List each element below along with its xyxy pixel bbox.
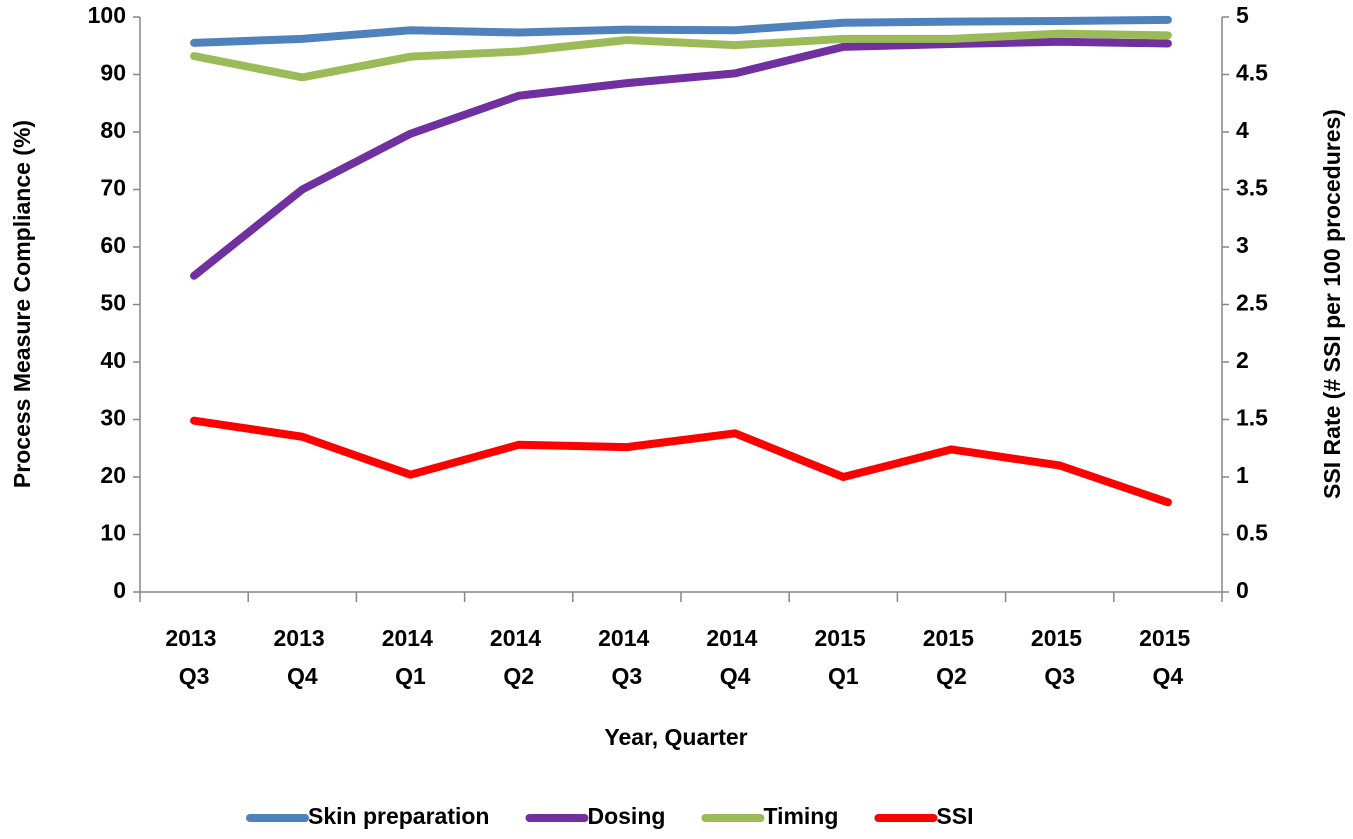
- x-tick-label: 2014 Q3: [598, 625, 656, 689]
- series-line: [190, 15, 1172, 47]
- y-tick-label: 10: [100, 520, 126, 546]
- x-tick-label: 2014 Q2: [490, 625, 548, 689]
- x-tick-label: 2015 Q1: [815, 625, 873, 689]
- y2-tick-label: 0.5: [1236, 520, 1268, 546]
- y-tick-label: 70: [100, 175, 126, 201]
- legend-label: Skin preparation: [308, 803, 489, 829]
- y-tick-label: 50: [100, 290, 126, 316]
- y-axis-title: Process Measure Compliance (%): [9, 120, 35, 488]
- y-tick-label: 80: [100, 117, 126, 143]
- y2-tick-label: 1.5: [1236, 405, 1268, 431]
- x-axis-title: Year, Quarter: [604, 724, 747, 750]
- y2-axis-title: SSI Rate (# SSI per 100 procedures): [1319, 109, 1345, 499]
- x-tick-label: 2013 Q3: [165, 625, 223, 689]
- legend-label: SSI: [936, 803, 973, 829]
- y2-tick-label: 2.5: [1236, 290, 1268, 316]
- y2-tick-label: 4.5: [1236, 60, 1268, 86]
- y-tick-label: 20: [100, 462, 126, 488]
- x-tick-label: 2013 Q4: [274, 625, 332, 689]
- series-line: [190, 37, 1172, 280]
- x-tick-label: 2014 Q1: [382, 625, 440, 689]
- x-tick-label: 2015 Q4: [1139, 625, 1197, 689]
- series-line: [190, 416, 1172, 507]
- y2-tick-label: 5: [1236, 2, 1249, 28]
- y-tick-label: 40: [100, 347, 126, 373]
- series-line: [190, 29, 1172, 82]
- y-tick-label: 90: [100, 60, 126, 86]
- y2-tick-label: 3.5: [1236, 175, 1268, 201]
- y2-tick-label: 4: [1236, 117, 1249, 143]
- y-tick-label: 0: [113, 577, 126, 603]
- legend-label: Dosing: [587, 803, 665, 829]
- y-tick-label: 30: [100, 405, 126, 431]
- legend-label: Timing: [763, 803, 838, 829]
- x-tick-label: 2015 Q2: [923, 625, 981, 689]
- x-tick-label: 2015 Q3: [1031, 625, 1089, 689]
- y2-tick-label: 2: [1236, 347, 1249, 373]
- y-tick-label: 100: [88, 2, 126, 28]
- x-tick-label: 2014 Q4: [706, 625, 764, 689]
- y2-tick-label: 3: [1236, 232, 1249, 258]
- y2-tick-label: 1: [1236, 462, 1249, 488]
- y-tick-label: 60: [100, 232, 126, 258]
- y2-tick-label: 0: [1236, 577, 1249, 603]
